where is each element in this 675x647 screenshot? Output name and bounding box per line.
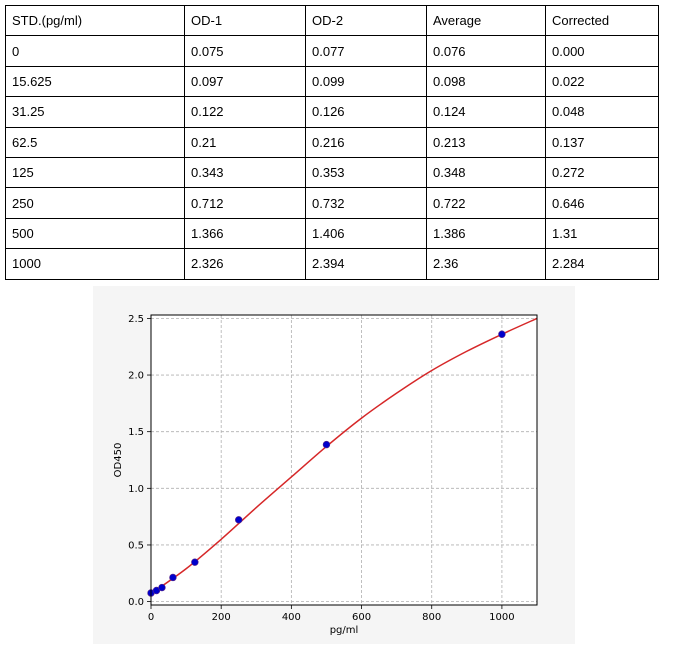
axis-ticks: 0 200 400 600 800 1000 0.0 0.5 1.0 1.5 2.0 2.5 <box>128 314 515 623</box>
cell-od1: 2.326 <box>184 248 306 280</box>
cell-corrected: 1.31 <box>545 217 659 250</box>
cell-corrected: 0.272 <box>545 156 659 189</box>
data-point <box>235 516 243 524</box>
cell-corrected: 2.284 <box>545 248 659 280</box>
header-corrected: Corrected <box>545 4 659 37</box>
x-tick-label: 800 <box>422 612 441 623</box>
cell-od2: 1.406 <box>305 217 427 250</box>
x-tick-label: 400 <box>282 612 301 623</box>
cell-std: 15.625 <box>5 65 185 98</box>
x-tick-label: 200 <box>212 612 231 623</box>
fit-curve-line <box>150 317 538 595</box>
y-tick-label: 1.5 <box>128 427 144 438</box>
cell-average: 2.36 <box>426 248 546 280</box>
cell-average: 1.386 <box>426 217 546 250</box>
data-point <box>158 583 166 592</box>
cell-std: 31.25 <box>5 96 185 128</box>
cell-od2: 0.732 <box>305 187 427 219</box>
table-row: 125 0.343 0.353 0.348 0.272 <box>5 156 659 189</box>
cell-od1: 0.097 <box>184 65 306 98</box>
cell-average: 0.722 <box>426 187 546 219</box>
y-tick-label: 0.5 <box>128 540 144 551</box>
standards-table: STD.(pg/ml) OD-1 OD-2 Average Corrected … <box>5 4 659 280</box>
cell-od2: 0.099 <box>305 65 427 98</box>
table-row: 0 0.075 0.077 0.076 0.000 <box>5 35 659 67</box>
header-std: STD.(pg/ml) <box>5 4 185 37</box>
header-average: Average <box>426 4 546 37</box>
cell-average: 0.213 <box>426 126 546 158</box>
header-od2: OD-2 <box>305 4 427 37</box>
y-tick-label: 0.0 <box>128 597 144 608</box>
table-row: 500 1.366 1.406 1.386 1.31 <box>5 217 659 250</box>
data-point <box>322 440 331 449</box>
cell-average: 0.348 <box>426 156 546 189</box>
cell-corrected: 0.000 <box>545 35 659 67</box>
cell-std: 500 <box>5 217 185 250</box>
data-point <box>498 330 506 338</box>
cell-average: 0.124 <box>426 96 546 128</box>
cell-std: 125 <box>5 156 185 189</box>
table-row: 250 0.712 0.732 0.722 0.646 <box>5 187 659 219</box>
cell-std: 62.5 <box>5 126 185 158</box>
cell-average: 0.076 <box>426 35 546 67</box>
standard-curve-chart: 0 200 400 600 800 1000 0.0 0.5 1.0 1.5 2.0 2.5 pg/m… <box>93 286 575 644</box>
cell-od1: 0.343 <box>184 156 306 189</box>
table-row: 15.625 0.097 0.099 0.098 0.022 <box>5 65 659 98</box>
x-tick-label: 0 <box>148 612 154 623</box>
cell-od1: 0.075 <box>184 35 306 67</box>
data-point <box>191 558 199 566</box>
chart-svg: 0 200 400 600 800 1000 0.0 0.5 1.0 1.5 2.0 2.5 pg/m… <box>113 314 538 636</box>
x-axis-label: pg/ml <box>330 625 359 636</box>
cell-std: 1000 <box>5 248 185 280</box>
y-tick-label: 1.0 <box>128 484 144 495</box>
header-od1: OD-1 <box>184 4 306 37</box>
cell-corrected: 0.022 <box>545 65 659 98</box>
table-header-row: STD.(pg/ml) OD-1 OD-2 Average Corrected <box>5 4 659 37</box>
plot-area <box>151 315 537 605</box>
x-tick-label: 1000 <box>489 612 514 623</box>
cell-corrected: 0.646 <box>545 187 659 219</box>
table-row: 1000 2.326 2.394 2.36 2.284 <box>5 248 659 280</box>
y-tick-label: 2.5 <box>128 314 144 325</box>
cell-od2: 0.216 <box>305 126 427 158</box>
y-tick-label: 2.0 <box>128 371 144 382</box>
x-tick-label: 600 <box>352 612 371 623</box>
cell-std: 0 <box>5 35 185 67</box>
data-point <box>169 573 177 582</box>
cell-od1: 1.366 <box>184 217 306 250</box>
cell-od2: 0.077 <box>305 35 427 67</box>
cell-std: 250 <box>5 187 185 219</box>
cell-od1: 0.21 <box>184 126 306 158</box>
cell-corrected: 0.137 <box>545 126 659 158</box>
cell-od1: 0.712 <box>184 187 306 219</box>
cell-od2: 0.353 <box>305 156 427 189</box>
cell-corrected: 0.048 <box>545 96 659 128</box>
y-axis-label: OD450 <box>113 443 124 478</box>
table-row: 62.5 0.21 0.216 0.213 0.137 <box>5 126 659 158</box>
cell-od2: 0.126 <box>305 96 427 128</box>
data-points <box>147 330 506 597</box>
cell-od1: 0.122 <box>184 96 306 128</box>
table-row: 31.25 0.122 0.126 0.124 0.048 <box>5 96 659 128</box>
cell-average: 0.098 <box>426 65 546 98</box>
cell-od2: 2.394 <box>305 248 427 280</box>
plot-frame <box>150 314 538 606</box>
